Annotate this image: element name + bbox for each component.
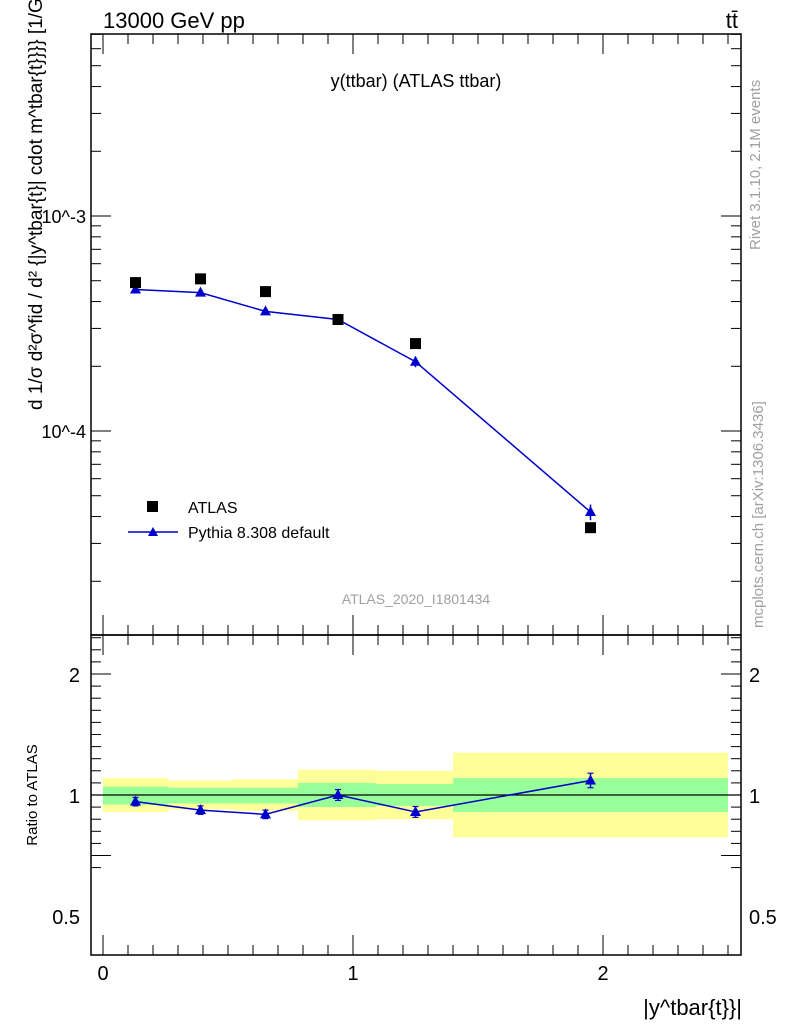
x-tick-label-2: 2 [597, 963, 608, 985]
ratio-band-stat [168, 787, 233, 804]
ratio-pythia-point [585, 774, 596, 785]
ratio-tick-label-right-2: 2 [749, 665, 760, 687]
ratio-tick-label-2: 2 [69, 665, 80, 687]
ratio-pythia-point [332, 789, 344, 799]
ratio-pythia-point [410, 805, 421, 816]
ratio-y-axis-label: Ratio to ATLAS [24, 744, 41, 845]
ratio-tick-label-right-1: 1 [749, 786, 760, 808]
y-tick-label-1e-3: 10^-3 [42, 207, 86, 227]
y-tick-label-1e-4: 10^-4 [42, 422, 86, 442]
main-y-axis-label: d 1/σ d²σ^fid / d² {|y^tbar{t}| cdot m^t… [26, 0, 47, 410]
legend-atlas-label: ATLAS [188, 500, 238, 517]
rivet-label: Rivet 3.1.10, 2.1M events [747, 80, 764, 250]
x-tick-label-0: 0 [97, 963, 108, 985]
pythia-point [130, 283, 141, 294]
chart-title: y(ttbar) (ATLAS ttbar) [331, 71, 502, 91]
mcplots-label: mcplots.cern.ch [arXiv:1306.3436] [750, 401, 767, 628]
legend-pythia-label: Pythia 8.308 default [188, 525, 330, 542]
atlas-point [410, 338, 421, 350]
ratio-pythia-point [260, 808, 271, 819]
atlas-point [332, 314, 344, 326]
energy-label: 13000 GeV pp [103, 8, 245, 33]
main-panel-frame [90, 33, 742, 636]
ratio-pythia-line [135, 779, 591, 816]
x-tick-label-1: 1 [347, 963, 358, 985]
pythia-point [260, 305, 271, 316]
ratio-tick-label-right-0-5: 0.5 [749, 907, 777, 929]
analysis-watermark: ATLAS_2020_I1801434 [342, 591, 491, 607]
ratio-band-stat [103, 786, 168, 805]
ratio-band-stat [233, 787, 298, 804]
ratio-pythia-point [195, 804, 206, 815]
x-axis-label: |y^tbar{t}}| [643, 995, 742, 1020]
legend-pythia-marker [148, 527, 158, 536]
ratio-tick-label-1: 1 [69, 786, 80, 808]
pythia-point [410, 355, 421, 366]
atlas-point [130, 277, 141, 289]
atlas-point [585, 522, 596, 534]
process-label: tt̄ [726, 8, 738, 33]
ratio-marks [130, 772, 596, 820]
pythia-point [195, 286, 206, 297]
legend-atlas-marker [147, 501, 158, 512]
ratio-tick-label-0-5: 0.5 [52, 907, 80, 929]
ratio-pythia-point [130, 795, 141, 806]
axis-ticks [91, 33, 741, 955]
pythia-point [585, 506, 596, 517]
atlas-point [195, 273, 206, 285]
pythia-line [135, 288, 591, 513]
atlas-point [260, 286, 271, 298]
main-marks [130, 273, 596, 534]
